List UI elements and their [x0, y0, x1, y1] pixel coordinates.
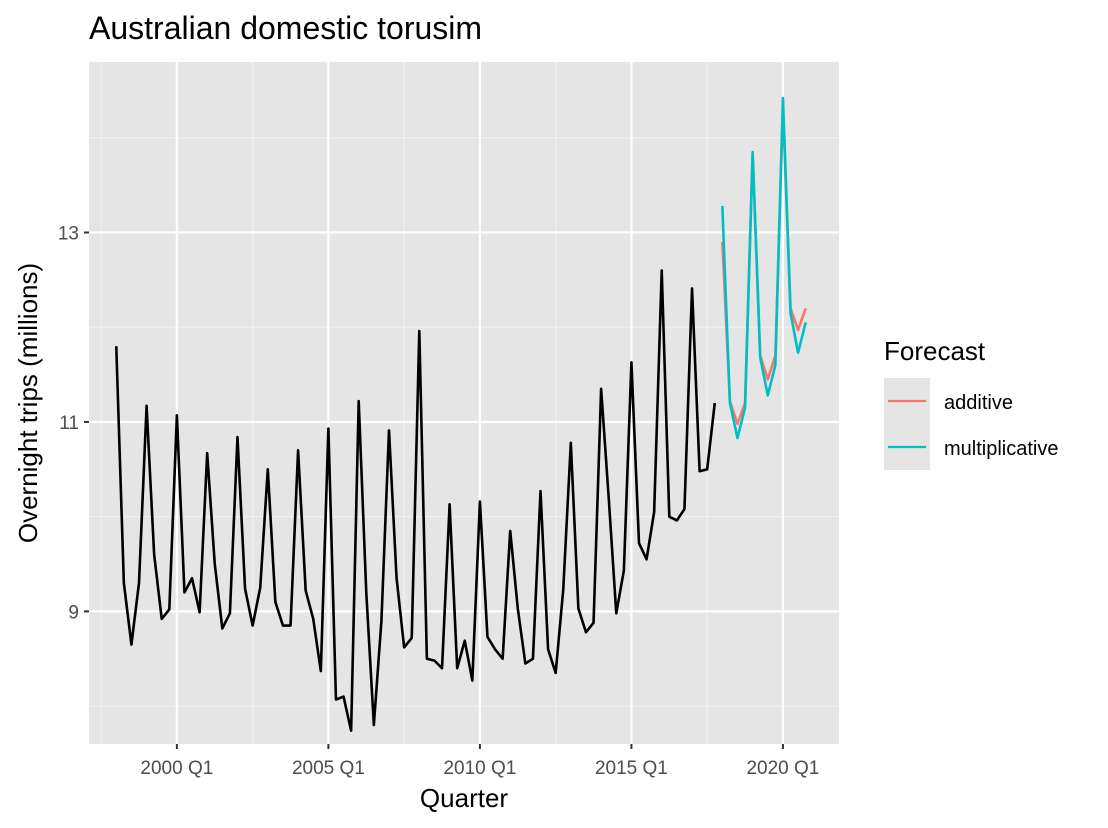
y-tick-label: 11 [59, 413, 79, 434]
x-tick-label: 2010 Q1 [443, 758, 516, 779]
legend: Forecast additive multiplicative [884, 336, 1058, 470]
x-axis: 2000 Q1 2005 Q1 2010 Q1 2015 Q1 2020 Q1 [140, 744, 819, 779]
legend-label-additive: additive [944, 392, 1013, 414]
x-tick-label: 2020 Q1 [746, 758, 819, 779]
y-tick-label: 9 [68, 602, 79, 623]
x-tick-label: 2005 Q1 [292, 758, 365, 779]
x-tick-label: 2015 Q1 [595, 758, 668, 779]
chart-title: Australian domestic torusim [89, 10, 482, 46]
x-tick-label: 2000 Q1 [140, 758, 213, 779]
y-tick-label: 13 [58, 224, 79, 245]
legend-title: Forecast [884, 336, 986, 366]
major-gridlines [89, 62, 839, 744]
y-axis-title: Overnight trips (millions) [13, 263, 43, 543]
legend-label-multiplicative: multiplicative [944, 438, 1058, 460]
x-axis-title: Quarter [420, 783, 508, 813]
series-line-history [114, 269, 717, 733]
minor-gridlines [89, 62, 839, 744]
y-axis: 9 11 13 [58, 224, 89, 623]
series-layer [114, 96, 807, 733]
series-line-multiplicative [721, 96, 807, 440]
